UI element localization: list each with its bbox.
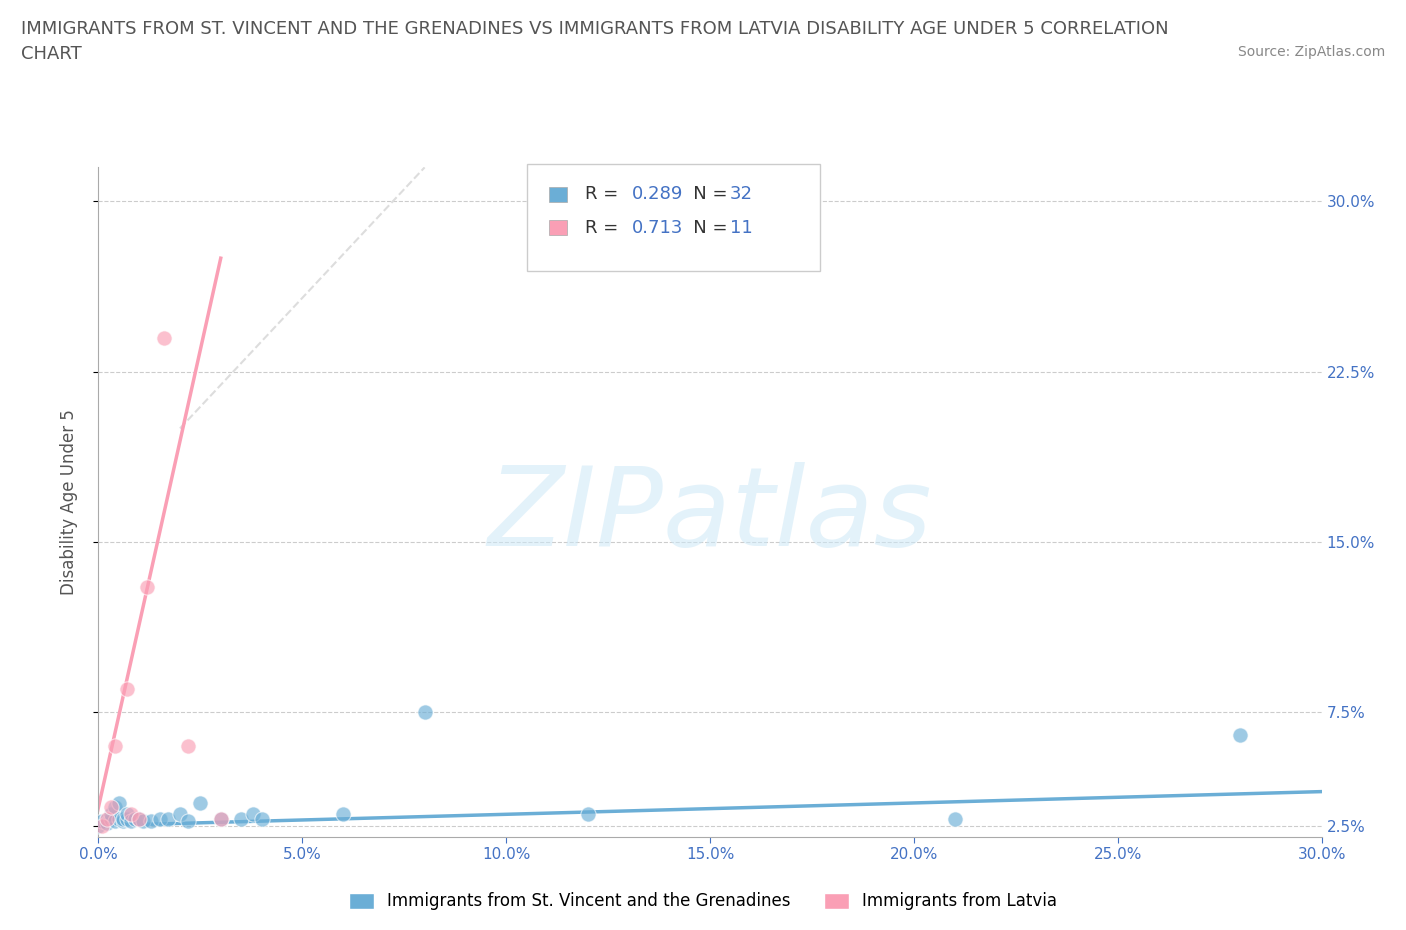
Text: N =: N = [676,219,733,236]
Point [120,814,142,829]
Point [156,811,179,826]
Text: CHART: CHART [21,45,82,62]
Point [209,811,232,826]
Text: 11: 11 [730,219,752,236]
Point [576,807,599,822]
Point [91,814,114,829]
Point [250,811,273,826]
Point [111,811,134,826]
Point [96,811,118,826]
Point [100,807,122,822]
Point [100,811,122,826]
Point [169,807,191,822]
Point [177,738,200,753]
Legend: Immigrants from St. Vincent and the Grenadines, Immigrants from Latvia: Immigrants from St. Vincent and the Gren… [342,885,1064,917]
Point [120,807,142,822]
Point [209,811,232,826]
Point [115,811,138,826]
Text: IMMIGRANTS FROM ST. VINCENT AND THE GRENADINES VS IMMIGRANTS FROM LATVIA DISABIL: IMMIGRANTS FROM ST. VINCENT AND THE GREN… [21,20,1168,38]
Point [231,811,253,826]
Text: N =: N = [676,185,733,203]
Point [104,800,127,815]
Text: 0.289: 0.289 [631,185,683,203]
Point [128,811,150,826]
Point [104,738,127,753]
Point [87,818,110,833]
Text: Source: ZipAtlas.com: Source: ZipAtlas.com [1237,45,1385,59]
Text: R =: R = [585,185,624,203]
Point [91,818,114,833]
Point [128,811,150,826]
Y-axis label: Disability Age Under 5: Disability Age Under 5 [59,409,77,595]
Point [177,814,200,829]
Point [108,795,131,810]
Point [108,811,131,826]
Point [111,814,134,829]
Point [1229,727,1251,742]
Point [100,800,122,815]
Point [152,330,174,345]
Text: R =: R = [585,219,624,236]
Text: ZIPatlas: ZIPatlas [488,462,932,569]
Text: 32: 32 [730,185,752,203]
Point [413,705,436,720]
Point [124,811,146,826]
Point [136,580,159,595]
Point [104,814,127,829]
Text: 0.713: 0.713 [631,219,683,236]
Bar [548,220,568,235]
Point [332,807,354,822]
Bar [548,187,568,202]
Point [96,816,118,830]
Point [242,807,264,822]
Point [115,807,138,822]
FancyBboxPatch shape [526,164,820,272]
Point [132,814,155,829]
Point [149,811,172,826]
Point [188,795,212,810]
Point [141,814,163,829]
Point [115,682,138,697]
Point [943,811,966,826]
